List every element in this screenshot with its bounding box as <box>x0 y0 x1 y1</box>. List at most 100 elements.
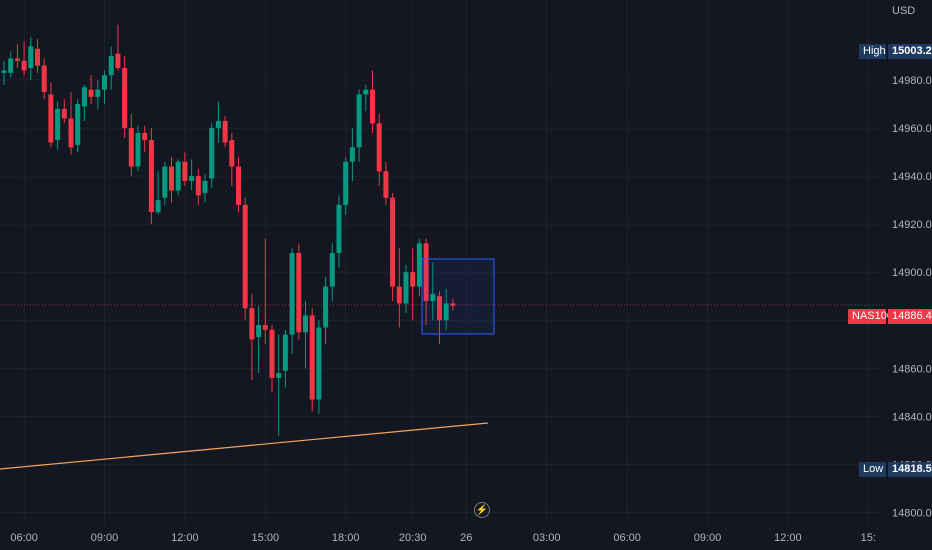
candle-body <box>102 75 107 90</box>
time-axis[interactable]: 06:00 09:00 12:00 15:00 18:00 20:30 26 03:00 06:… <box>10 532 876 544</box>
candle <box>28 36 34 81</box>
candle <box>329 243 335 302</box>
trend-line[interactable] <box>0 422 489 470</box>
candle-body <box>229 140 235 167</box>
candle <box>75 99 81 153</box>
candle-body <box>410 272 416 287</box>
candle-body <box>14 58 20 61</box>
candle <box>269 325 275 393</box>
candle <box>242 197 248 321</box>
candle <box>8 51 14 78</box>
candle-body <box>303 315 308 333</box>
candle-body <box>309 315 315 400</box>
candle <box>142 125 148 153</box>
candle-body <box>182 161 188 181</box>
price-tick-label: 14800.0 <box>892 507 932 519</box>
candle-body <box>423 243 429 302</box>
candle <box>209 123 215 189</box>
candle-body <box>262 325 268 330</box>
price-scale-background <box>884 0 932 550</box>
candle-body <box>256 325 262 338</box>
candle <box>122 56 128 138</box>
candle-body <box>169 166 174 191</box>
candle <box>363 84 369 112</box>
candle-body <box>142 132 148 141</box>
candle-body <box>349 147 355 162</box>
candle-body <box>35 48 40 66</box>
candle <box>115 24 121 71</box>
time-tick-label: 18:00 <box>332 532 360 544</box>
candle <box>262 238 268 345</box>
candle-body <box>55 108 61 141</box>
candle-body <box>1 70 7 73</box>
candle <box>450 298 456 311</box>
candle <box>437 291 442 345</box>
candle-body <box>269 329 275 378</box>
currency-label: USD <box>892 5 916 17</box>
candle <box>249 293 255 381</box>
candle <box>48 82 54 148</box>
candle <box>14 44 20 69</box>
candle-body <box>376 123 382 172</box>
candle-body <box>336 204 342 253</box>
candle <box>35 39 40 73</box>
candle <box>88 75 94 105</box>
candle-body <box>175 161 181 191</box>
current-tag-name: NAS100 <box>848 309 893 324</box>
candle-body <box>416 243 422 287</box>
candle <box>215 101 221 143</box>
candle-body <box>450 303 456 306</box>
candle-body <box>356 94 362 148</box>
candle <box>316 320 322 414</box>
price-tick-label: 14900.0 <box>892 267 932 279</box>
candle <box>423 238 429 326</box>
candle <box>128 113 134 177</box>
candle-body <box>390 197 396 287</box>
time-tick-label: 15:00 <box>252 532 280 544</box>
candle-body <box>202 180 208 193</box>
candle-body <box>396 286 402 304</box>
candle <box>68 92 74 155</box>
candle <box>148 128 154 225</box>
candle-body <box>370 89 375 124</box>
candle <box>403 265 409 314</box>
candle-body <box>403 272 409 304</box>
selection-rectangle[interactable] <box>421 258 495 335</box>
candle <box>349 128 355 181</box>
candle-body <box>95 89 101 97</box>
candle <box>390 192 396 302</box>
candle <box>256 305 262 374</box>
candle <box>376 113 382 186</box>
candle-body <box>135 132 141 167</box>
time-tick-label: 20:30 <box>399 532 427 544</box>
candle-body <box>28 46 34 69</box>
price-tick-label: 14980.0 <box>892 75 932 87</box>
candle <box>236 156 241 213</box>
lightning-icon[interactable]: ⚡ <box>474 502 490 518</box>
candle-body <box>282 334 288 371</box>
candle <box>95 80 101 109</box>
candle <box>202 173 208 203</box>
candle-body <box>75 104 81 145</box>
candle-body <box>222 120 228 143</box>
price-tick-label: 14940.0 <box>892 171 932 183</box>
price-tick-label: 14920.0 <box>892 219 932 231</box>
candle <box>303 301 308 369</box>
current-tag-value: 14886.4 <box>888 309 932 324</box>
candle-body <box>48 94 54 143</box>
candle-body <box>236 166 241 205</box>
time-tick-label: 12:00 <box>171 532 199 544</box>
candle-body <box>68 118 74 148</box>
time-tick-label: 15: <box>861 532 876 544</box>
time-tick-label: 06:00 <box>10 532 38 544</box>
candle <box>443 289 449 330</box>
candle-body <box>329 252 335 287</box>
price-tick-label: 14960.0 <box>892 123 932 135</box>
candle-body <box>209 128 215 179</box>
low-tag-name: Low <box>859 462 886 477</box>
candle-body <box>249 308 255 340</box>
time-scale-background <box>0 524 884 550</box>
price-tick-label: 14860.0 <box>892 363 932 375</box>
candle-body <box>115 53 121 69</box>
